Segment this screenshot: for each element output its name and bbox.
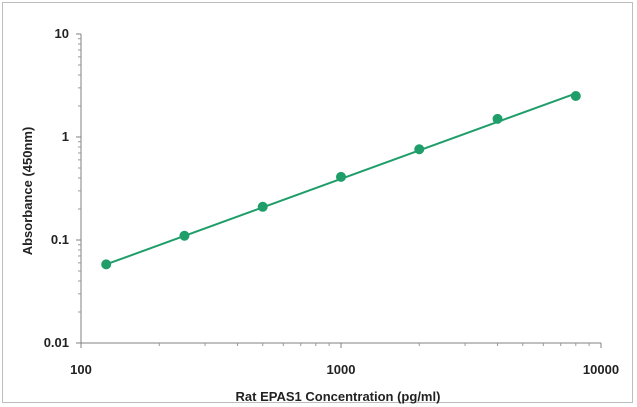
y-ticks — [76, 33, 81, 344]
y-tick-label: 1 — [62, 129, 69, 144]
data-points — [101, 91, 581, 270]
x-tick-labels: 100 1000 10000 — [70, 362, 619, 377]
y-tick-label: 10 — [55, 26, 69, 41]
data-point — [179, 230, 190, 241]
data-point — [414, 144, 425, 155]
x-axis-title: Rat EPAS1 Concentration (pg/ml) — [236, 389, 441, 404]
chart-svg: 0.01 0.1 1 10 100 1000 10000 Rat EPAS1 Concen… — [20, 26, 619, 404]
x-tick-label: 1000 — [327, 362, 356, 377]
y-tick-label: 0.01 — [44, 335, 69, 350]
x-tick-label: 10000 — [583, 362, 619, 377]
data-point — [570, 91, 581, 102]
x-ticks — [80, 343, 602, 348]
chart-frame: 0.01 0.1 1 10 100 1000 10000 Rat EPAS1 Concen… — [2, 2, 633, 404]
x-tick-label: 100 — [70, 362, 92, 377]
axes — [80, 34, 601, 344]
data-point — [257, 201, 268, 212]
y-tick-label: 0.1 — [51, 232, 69, 247]
data-point — [492, 113, 503, 124]
data-point — [101, 259, 112, 270]
data-point — [336, 171, 346, 182]
y-tick-labels: 0.01 0.1 1 10 — [44, 26, 69, 350]
y-axis-title: Absorbance (450nm) — [20, 127, 35, 256]
